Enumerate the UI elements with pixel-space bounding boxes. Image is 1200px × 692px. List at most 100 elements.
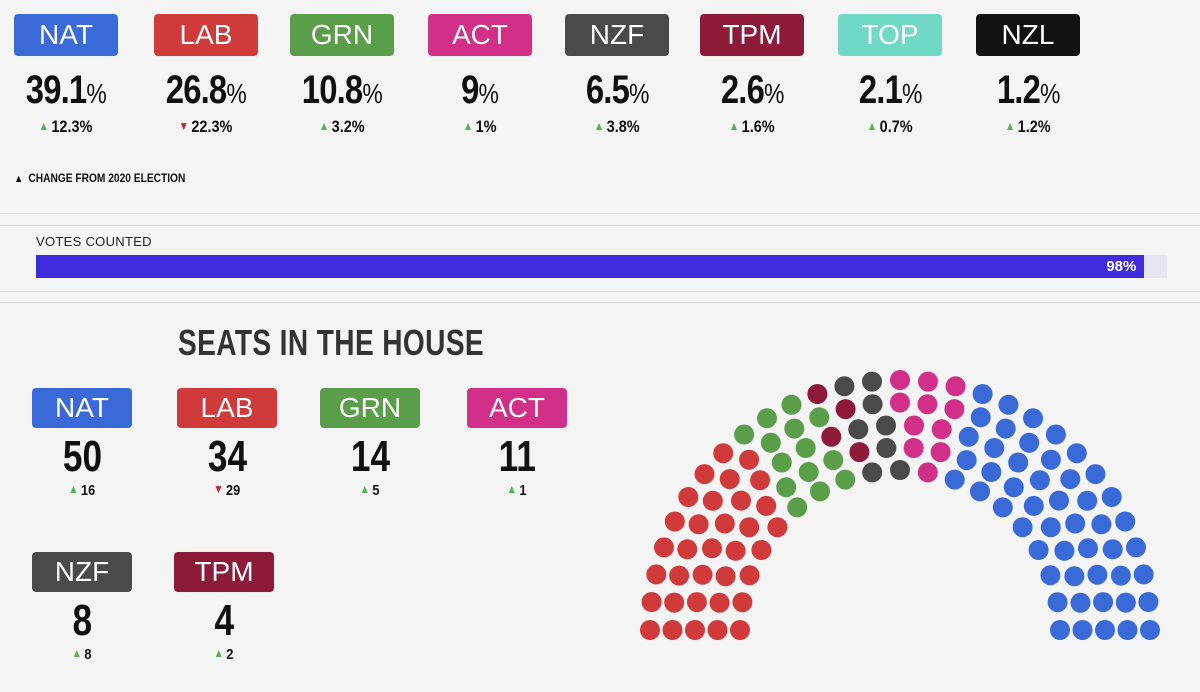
seat-dot-lab [750,470,771,491]
seat-change: ▲ 16 [69,482,96,499]
seat-dot-lab [664,511,685,532]
seat-dot-grn [787,497,808,518]
vote-change: ▲ 0.7% [867,117,913,137]
seat-dot-lab [640,620,660,640]
seat-dot-nat [1126,537,1146,558]
seat-dot-grn [757,408,777,429]
vote-percent: 10.8% [301,68,383,113]
seat-change-value: 5 [372,482,380,499]
seat-count: 14 [350,432,390,481]
party-badge-act: ACT [428,14,532,56]
seat-change-value: 8 [84,646,92,663]
seat-dot-act [944,399,965,420]
seat-dot-lab [715,566,736,587]
vote-percent-value: 26.8 [165,68,227,112]
vote-percent-value: 10.8 [301,68,363,112]
vote-percent: 1.2% [996,68,1061,113]
seat-dot-nat [1047,592,1068,613]
vote-change-value: 12.3% [51,117,93,136]
vote-percent-value: 2.6 [720,68,765,112]
seat-dot-act [918,371,938,392]
party-badge-lab: LAB [177,388,277,428]
vote-percent: 2.6% [720,68,785,113]
percent-sign: % [362,78,383,109]
seat-count: 8 [72,596,92,645]
seat-dot-nat [1093,592,1114,613]
vote-change: ▲ 3.8% [594,117,640,137]
seat-dot-act [930,442,951,463]
seat-dot-lab [767,517,788,538]
seat-dot-nat [1072,620,1093,640]
seat-change-value: 2 [226,646,234,663]
party-badge-grn: GRN [320,388,420,428]
seat-dot-grn [771,452,792,473]
vote-change: ▲ 1.6% [729,117,775,137]
up-arrow-icon: ▲ [72,646,83,660]
divider [0,225,1200,226]
seat-dot-lab [730,620,750,640]
vote-change-value: 1.6% [741,117,775,136]
vote-card-nat: NAT 39.1% ▲ 12.3% [14,14,118,137]
seat-dot-grn [760,432,781,453]
votes-counted-percent: 98% [1106,258,1137,275]
up-arrow-icon: ▲ [729,119,740,133]
seat-dot-grn [781,394,802,415]
vote-change-value: 22.3% [191,117,233,136]
vote-change: ▲ 1% [463,117,497,137]
up-arrow-icon: ▲ [867,119,878,133]
seat-dot-lab [678,487,699,507]
seat-dot-act [931,419,952,440]
vote-card-top: TOP 2.1% ▲ 0.7% [838,14,942,137]
seat-dot-nzf [862,462,883,483]
seat-change: ▲ 2 [214,646,234,663]
seat-dot-nat [1028,540,1049,560]
seat-dot-nzf [834,376,855,397]
seat-count: 34 [207,432,247,481]
seat-dot-lab [677,539,698,560]
up-arrow-icon: ▲ [39,119,50,133]
seat-dot-grn [809,407,830,428]
vote-change: ▼ 22.3% [179,117,233,137]
seat-dot-tpm [835,399,856,420]
seat-dot-lab [688,514,709,535]
seat-dot-nat [1101,487,1122,507]
vote-change: ▲ 3.2% [319,117,365,137]
seat-count: 11 [498,432,536,481]
vote-change-value: 0.7% [879,117,913,136]
vote-percent-value: 2.1 [858,68,903,112]
up-arrow-icon: ▲ [360,482,371,496]
seat-dot-grn [795,438,816,458]
seat-dot-lab [713,443,734,464]
seat-dot-lab [707,620,728,640]
seat-dot-lab [686,592,707,613]
seat-dot-grn [798,462,819,482]
vote-percent-value: 1.2 [996,68,1041,112]
party-badge-tpm: TPM [700,14,804,56]
seat-dot-nat [995,418,1016,439]
percent-sign: % [901,78,922,109]
seat-dot-lab [641,592,662,612]
seat-dot-nat [1060,469,1081,490]
seat-dot-nat [1140,620,1160,640]
seat-dot-nzf [890,460,910,480]
votes-counted-progress: 98% [36,255,1167,278]
seat-dot-lab [756,495,777,516]
seats-title: SEATS IN THE HOUSE [178,322,485,363]
seat-card-nzf: NZF 8 ▲ 8 [32,552,132,664]
seat-dot-nat [1054,540,1075,561]
seat-dot-nzf [862,371,882,392]
seat-change: ▲ 5 [360,482,380,499]
vote-percent: 26.8% [165,68,247,113]
party-badge-lab: LAB [154,14,258,56]
down-arrow-icon: ▼ [213,482,224,496]
up-arrow-icon: ▲ [319,119,330,133]
seat-dot-nat [1049,490,1069,511]
party-badge-nzf: NZF [565,14,669,56]
seat-change: ▼ 29 [214,482,241,499]
seat-dot-nat [1110,565,1131,586]
vote-change: ▲ 1.2% [1005,117,1051,137]
seat-dot-nat [944,469,965,490]
seat-dot-lab [709,592,730,613]
seat-card-lab: LAB 34 ▼ 29 [177,388,277,500]
triangle-icon: ▲ [14,173,24,185]
